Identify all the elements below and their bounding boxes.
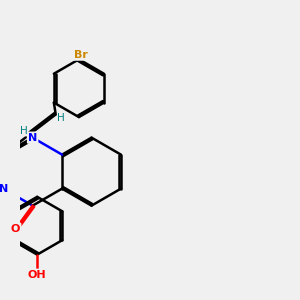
Text: H: H (57, 113, 65, 123)
Text: H: H (20, 126, 28, 136)
Text: O: O (11, 224, 20, 234)
Text: Br: Br (74, 50, 87, 60)
Text: OH: OH (28, 270, 46, 280)
Text: N: N (28, 133, 37, 142)
Text: N: N (0, 184, 8, 194)
